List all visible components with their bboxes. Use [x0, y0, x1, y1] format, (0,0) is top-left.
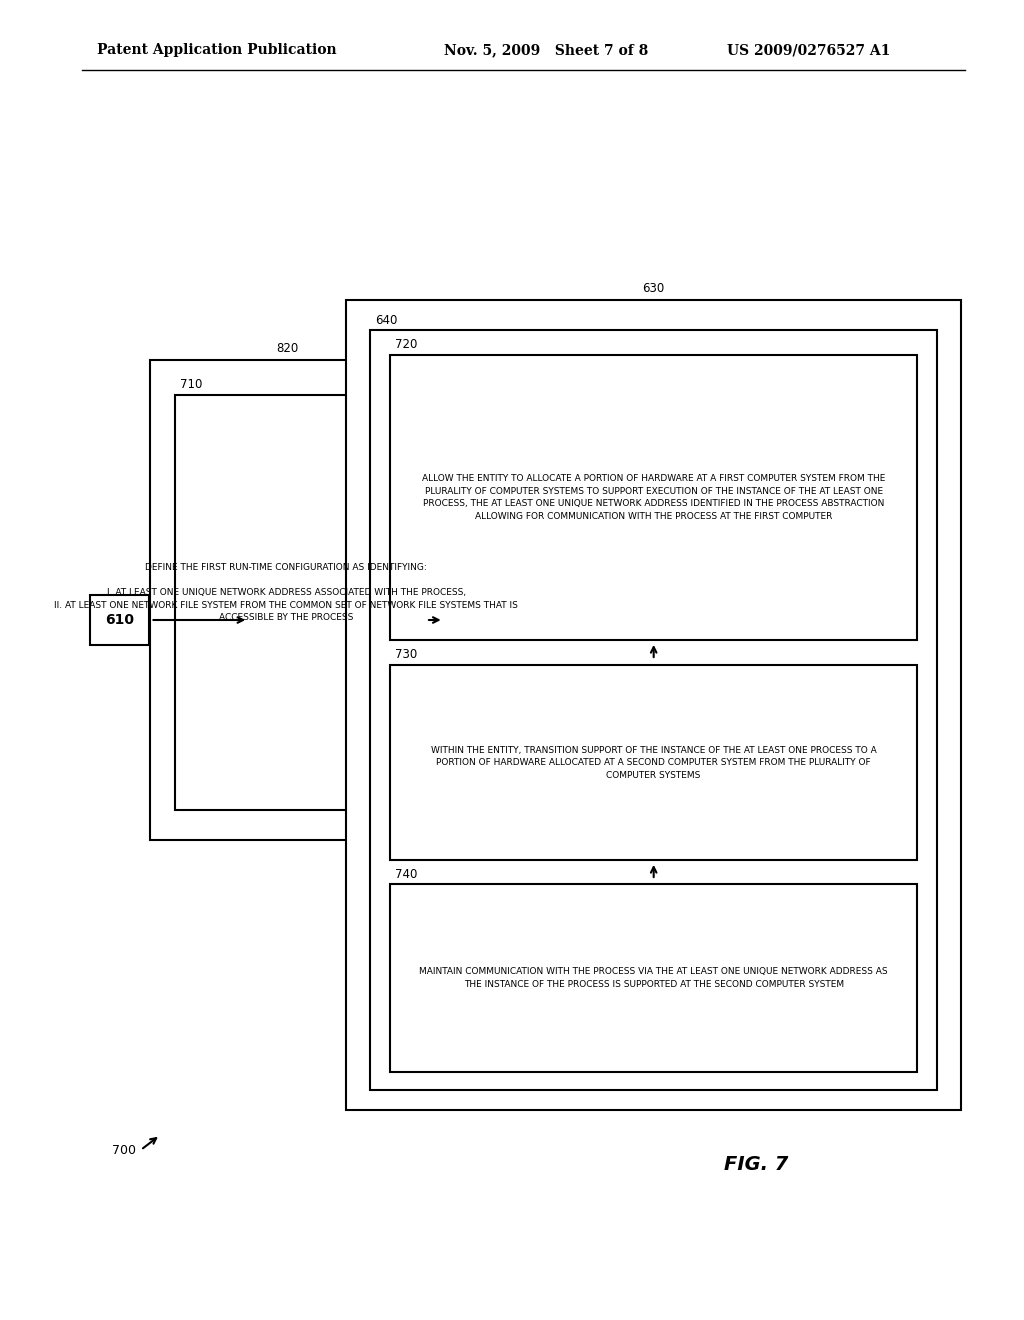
Text: 610: 610: [104, 612, 134, 627]
Text: ALLOW THE ENTITY TO ALLOCATE A PORTION OF HARDWARE AT A FIRST COMPUTER SYSTEM FR: ALLOW THE ENTITY TO ALLOCATE A PORTION O…: [422, 474, 886, 521]
FancyBboxPatch shape: [390, 355, 918, 640]
FancyBboxPatch shape: [90, 595, 148, 645]
FancyBboxPatch shape: [151, 360, 424, 840]
Text: 710: 710: [180, 379, 202, 392]
Text: MAINTAIN COMMUNICATION WITH THE PROCESS VIA THE AT LEAST ONE UNIQUE NETWORK ADDR: MAINTAIN COMMUNICATION WITH THE PROCESS …: [420, 968, 888, 989]
Text: DEFINE THE FIRST RUN-TIME CONFIGURATION AS IDENTIFYING:

I. AT LEAST ONE UNIQUE : DEFINE THE FIRST RUN-TIME CONFIGURATION …: [54, 564, 518, 622]
Text: WITHIN THE ENTITY, TRANSITION SUPPORT OF THE INSTANCE OF THE AT LEAST ONE PROCES: WITHIN THE ENTITY, TRANSITION SUPPORT OF…: [431, 746, 877, 780]
Text: 730: 730: [395, 648, 417, 661]
FancyBboxPatch shape: [390, 665, 918, 861]
Text: 820: 820: [276, 342, 298, 355]
Text: 700: 700: [112, 1143, 136, 1156]
FancyBboxPatch shape: [346, 300, 962, 1110]
Text: US 2009/0276527 A1: US 2009/0276527 A1: [727, 44, 890, 57]
Text: 720: 720: [395, 338, 417, 351]
FancyBboxPatch shape: [390, 884, 918, 1072]
Text: FIG. 7: FIG. 7: [724, 1155, 788, 1175]
FancyBboxPatch shape: [371, 330, 937, 1090]
Text: 740: 740: [395, 867, 417, 880]
Text: Nov. 5, 2009   Sheet 7 of 8: Nov. 5, 2009 Sheet 7 of 8: [443, 44, 648, 57]
Text: Patent Application Publication: Patent Application Publication: [96, 44, 336, 57]
Text: 640: 640: [375, 314, 397, 326]
FancyBboxPatch shape: [175, 395, 397, 810]
Text: 630: 630: [642, 281, 665, 294]
